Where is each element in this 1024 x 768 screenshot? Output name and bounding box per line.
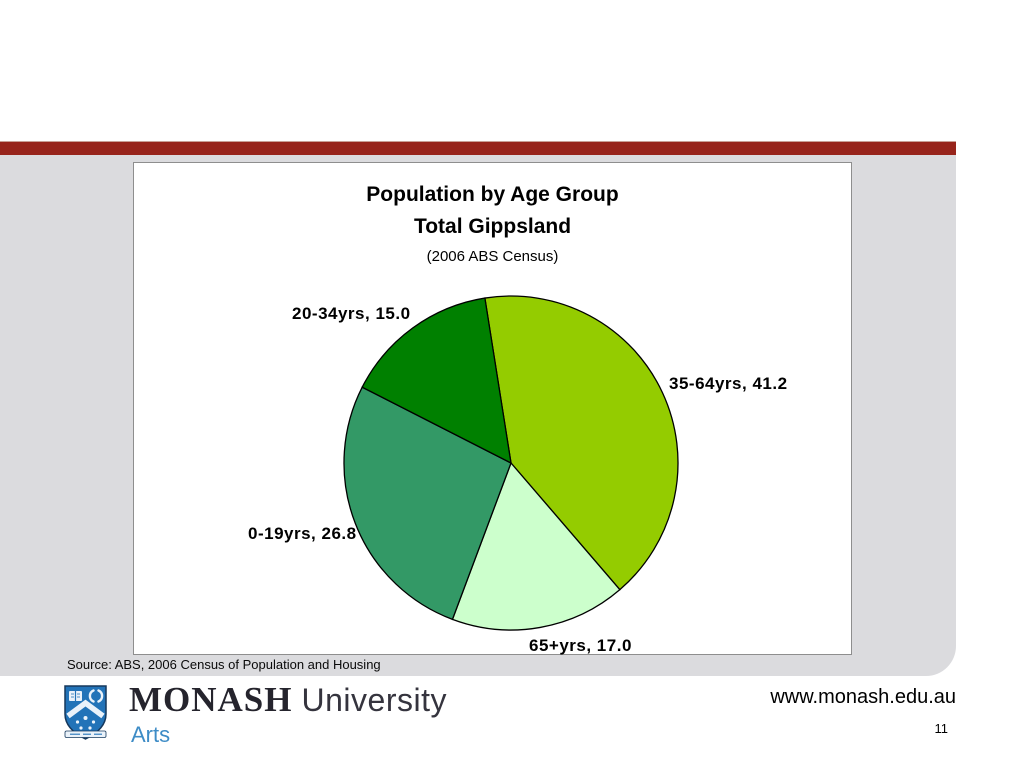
source-note: Source: ABS, 2006 Census of Population a… <box>67 657 381 672</box>
pie-label-65+yrs: 65+yrs, 17.0 <box>529 636 632 655</box>
pie-slice-20-34yrs <box>361 297 512 465</box>
pie-label-20-34yrs: 20-34yrs, 15.0 <box>292 304 411 323</box>
footer: MONASH University Arts www.monash.edu.au… <box>0 676 1024 768</box>
logo-department: Arts <box>131 722 171 747</box>
chart-subtitle: Total Gippsland <box>413 215 572 238</box>
pie-label-0-19yrs: 0-19yrs, 26.8 <box>248 524 357 543</box>
website-url: www.monash.edu.au <box>770 686 956 708</box>
chart-note: (2006 ABS Census) <box>426 248 559 265</box>
book-icon <box>69 691 82 701</box>
logo-institution: University <box>301 682 447 718</box>
chevron-shape <box>66 699 105 719</box>
accent-bar <box>0 141 956 155</box>
pie-slice-0-19yrs <box>343 386 512 621</box>
pie-label-35-64yrs: 35-64yrs, 41.2 <box>669 374 788 393</box>
logo-wordmark: MONASH <box>129 680 293 719</box>
chart-frame: Population by Age Group Total Gippsland … <box>133 162 852 655</box>
chart-title: Population by Age Group <box>366 183 619 206</box>
monash-shield-icon <box>64 685 107 740</box>
southern-cross-stars <box>75 716 96 730</box>
pie-slice-65+yrs <box>451 461 621 631</box>
monash-logo <box>64 685 107 740</box>
crescent-icon <box>88 689 104 703</box>
page-number: 11 <box>934 721 949 736</box>
pie-slice-35-64yrs <box>484 295 679 591</box>
logo-wordmark-row: MONASH University <box>129 680 447 720</box>
pie-chart <box>343 295 679 631</box>
motto-scroll <box>64 730 107 738</box>
